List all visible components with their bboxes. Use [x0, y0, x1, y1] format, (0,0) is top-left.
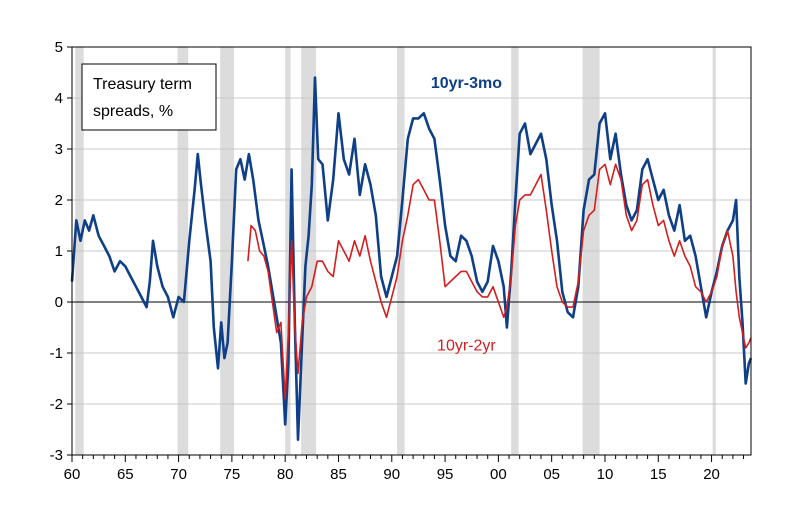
- legend-box-frame: [81, 63, 217, 131]
- x-tick-label: 20: [703, 466, 720, 483]
- x-tick-label: 75: [224, 466, 241, 483]
- x-tick-label: 00: [490, 466, 507, 483]
- series-lines: [70, 76, 753, 441]
- x-tick-label: 05: [543, 466, 560, 483]
- x-tick-label: 85: [330, 466, 347, 483]
- series-label-10yr-2yr: 10yr-2yr: [437, 337, 496, 354]
- series-line-10yr-2yr: [247, 163, 752, 400]
- series-line-10yr-3mo: [70, 76, 753, 441]
- legend-box: Treasury term spreads, %: [81, 63, 217, 131]
- y-tick-label: 1: [55, 243, 63, 260]
- x-tick-label: 90: [383, 466, 400, 483]
- x-tick-label: 80: [277, 466, 294, 483]
- series-label-10yr-3mo: 10yr-3mo: [431, 75, 502, 92]
- y-tick-label: 0: [55, 294, 63, 311]
- y-tick-label: 5: [55, 39, 63, 56]
- y-tick-label: -2: [50, 396, 63, 413]
- x-tick-label: 10: [597, 466, 614, 483]
- x-tick-label: 15: [650, 466, 667, 483]
- x-tick-label: 95: [437, 466, 454, 483]
- x-tick-label: 60: [64, 466, 81, 483]
- legend-line-1: Treasury term: [93, 76, 192, 93]
- x-tick-label: 70: [170, 466, 187, 483]
- gridlines: [72, 46, 751, 456]
- x-axis-ticks: 60 65 70 75 80 85 90 95 00 05 10 15 20: [64, 455, 745, 483]
- y-tick-label: -3: [50, 447, 63, 464]
- legend-line-2: spreads, %: [93, 103, 173, 120]
- y-tick-label: -1: [50, 345, 63, 362]
- y-axis-ticks: 5 4 3 2 1 0 -1 -2 -3: [50, 39, 72, 464]
- y-tick-label: 4: [55, 90, 63, 107]
- y-tick-label: 3: [55, 141, 63, 158]
- x-tick-label: 65: [117, 466, 134, 483]
- y-tick-label: 2: [55, 192, 63, 209]
